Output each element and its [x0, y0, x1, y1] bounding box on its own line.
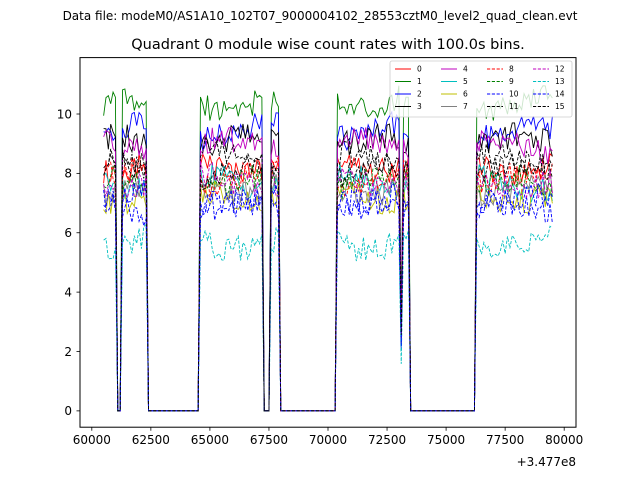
legend-label-8: 8 — [509, 65, 514, 74]
legend-label-13: 13 — [555, 77, 565, 86]
legend-label-3: 3 — [417, 102, 422, 111]
x-tick-label: 75000 — [427, 433, 465, 447]
axes-layer: 60000 62500 65000 67500 70000 72500 75000 77500… — [57, 107, 584, 447]
legend-label-1: 1 — [417, 77, 422, 86]
x-offset-label: +3.477e8 — [517, 455, 576, 469]
y-tick-label: 0 — [64, 404, 72, 418]
x-tick-label: 62500 — [132, 433, 170, 447]
legend-label-4: 4 — [463, 65, 468, 74]
x-tick-label: 65000 — [191, 433, 229, 447]
x-tick-label: 67500 — [250, 433, 288, 447]
x-tick-label: 60000 — [73, 433, 111, 447]
legend-label-11: 11 — [509, 102, 519, 111]
series-layer — [103, 85, 553, 412]
y-tick-label: 4 — [64, 285, 72, 299]
y-tick-label: 6 — [64, 226, 72, 240]
x-tick-label: 77500 — [486, 433, 524, 447]
legend-label-2: 2 — [417, 90, 422, 99]
x-tick-label: 70000 — [309, 433, 347, 447]
legend-label-10: 10 — [509, 90, 519, 99]
legend-label-6: 6 — [463, 90, 468, 99]
series-line-15 — [103, 150, 553, 412]
y-tick-label: 8 — [64, 167, 72, 181]
legend-label-9: 9 — [509, 77, 514, 86]
legend-label-5: 5 — [463, 77, 468, 86]
legend-label-0: 0 — [417, 65, 422, 74]
x-tick-label: 80000 — [545, 433, 583, 447]
chart-suptitle: Data file: modeM0/AS1A10_102T07_90000041… — [63, 9, 578, 23]
legend-label-12: 12 — [555, 65, 565, 74]
y-tick-label: 2 — [64, 345, 72, 359]
series-line-14 — [103, 179, 553, 412]
legend-label-7: 7 — [463, 102, 468, 111]
y-tick-label: 10 — [57, 107, 72, 121]
legend-label-15: 15 — [555, 102, 565, 111]
series-line-10 — [103, 188, 553, 412]
legend-label-14: 14 — [555, 90, 565, 99]
x-tick-label: 72500 — [368, 433, 406, 447]
legend-box — [389, 60, 573, 118]
chart-title: Quadrant 0 module wise count rates with … — [131, 37, 525, 53]
